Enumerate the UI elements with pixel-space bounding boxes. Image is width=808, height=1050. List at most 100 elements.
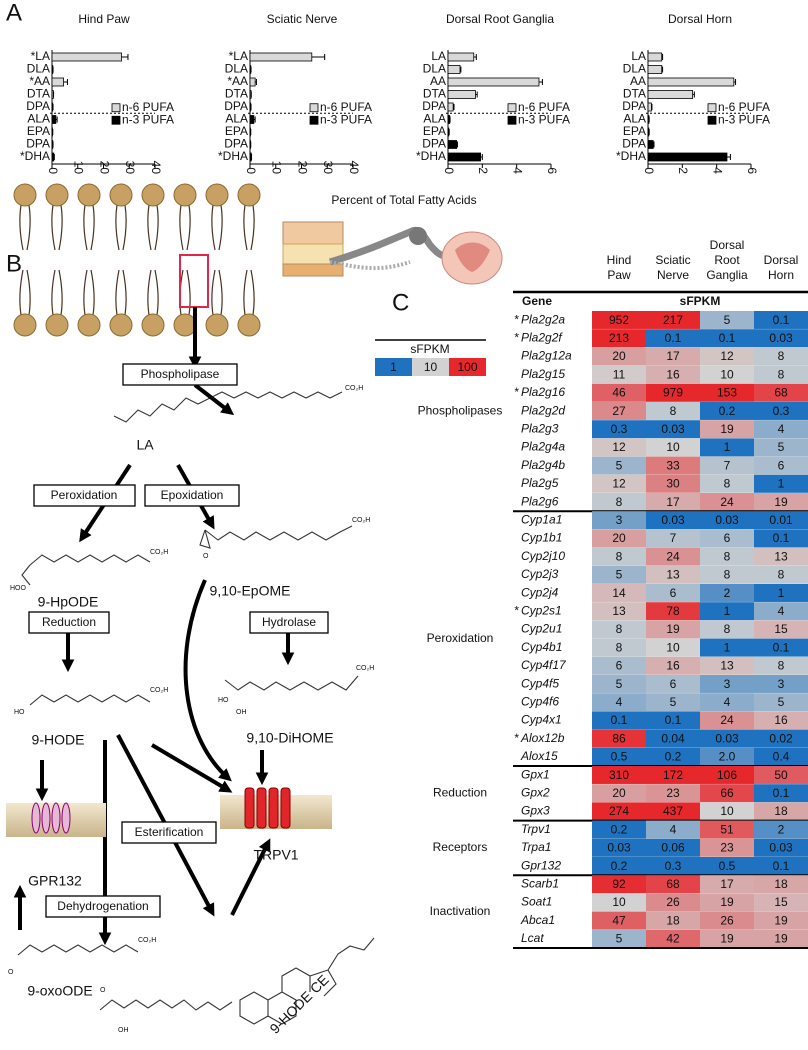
cell-value: 20 xyxy=(612,786,626,800)
cell-value: 4 xyxy=(778,604,785,618)
heat-cell xyxy=(700,584,754,603)
error-bar xyxy=(63,79,68,85)
cell-value: 5 xyxy=(778,695,785,709)
cell-value: 0.02 xyxy=(769,731,793,745)
cell-value: 30 xyxy=(666,477,680,491)
cell-value: 3 xyxy=(616,513,623,527)
cell-value: 19 xyxy=(666,622,680,636)
heat-cell xyxy=(754,547,808,566)
heat-cell xyxy=(754,766,808,785)
atom-label: O xyxy=(100,987,106,994)
cell-value: 46 xyxy=(612,386,626,400)
molecule-label: 9-oxoODE xyxy=(27,983,92,999)
cell-value: 8 xyxy=(724,549,731,563)
lipid-head xyxy=(173,183,197,207)
bar xyxy=(647,52,663,62)
gene-label: Cyp4x1 xyxy=(521,713,562,727)
cell-value: 10 xyxy=(720,804,734,818)
category-label: EPA xyxy=(423,124,446,138)
heat-cell xyxy=(700,766,754,785)
category-label: DLA xyxy=(27,62,50,76)
gene-label: Pla2g12a xyxy=(521,349,572,363)
gene-label: Pla2g6 xyxy=(521,494,559,508)
legend-title: sFPKM xyxy=(410,342,449,356)
bar xyxy=(447,140,457,149)
x-tick-label: 30 xyxy=(321,161,335,175)
cell-value: 5 xyxy=(616,568,623,582)
bar xyxy=(447,90,476,99)
atom-label: HOO xyxy=(10,585,27,592)
cell-value: 23 xyxy=(666,786,680,800)
bar xyxy=(249,52,313,62)
cell-value: 0.1 xyxy=(773,640,790,654)
cell-value: 4 xyxy=(724,695,731,709)
gene-label: Cyp2s1 xyxy=(521,603,562,617)
gene-label: Cyp4f5 xyxy=(521,676,559,690)
cell-value: 4 xyxy=(670,822,677,836)
heat-cell xyxy=(754,329,808,348)
gene-label: Pla2g2a xyxy=(521,312,565,326)
atom-label: HO xyxy=(218,697,229,704)
lipid-head xyxy=(45,183,69,207)
cell-value: 17 xyxy=(720,877,734,891)
bar xyxy=(647,152,728,162)
x-tick-label: 4 xyxy=(710,167,724,174)
cell-value: 4 xyxy=(616,695,623,709)
heat-cell xyxy=(700,602,754,621)
cell-value: 8 xyxy=(724,568,731,582)
heat-cell xyxy=(754,383,808,402)
error-bar xyxy=(692,91,695,98)
legend-swatch xyxy=(375,358,412,376)
heat-cell xyxy=(592,311,646,330)
x-tick-label: 40 xyxy=(347,161,361,175)
error-bar xyxy=(651,104,653,110)
gene-label: Pla2g16 xyxy=(521,385,565,399)
x-tick-label: 30 xyxy=(123,161,137,175)
cell-value: 8 xyxy=(616,549,623,563)
heat-cell xyxy=(592,474,646,493)
gene-label: Cyp1a1 xyxy=(521,512,562,526)
cell-value: 0.1 xyxy=(773,859,790,873)
heat-cell xyxy=(592,329,646,348)
x-tick-label: 10 xyxy=(270,161,284,175)
category-label: DPA xyxy=(422,99,446,113)
cell-value: 19 xyxy=(720,422,734,436)
category-label: DTA xyxy=(423,87,446,101)
value-header: sFPKM xyxy=(680,294,721,308)
step-label: Reduction xyxy=(42,615,96,629)
heat-cell xyxy=(700,311,754,330)
category-label: EPA xyxy=(623,124,646,138)
cell-value: 13 xyxy=(774,549,788,563)
heat-cell xyxy=(754,365,808,384)
cell-value: 8 xyxy=(724,622,731,636)
heat-cell xyxy=(754,911,808,930)
heat-cell xyxy=(646,893,700,912)
bar xyxy=(447,115,451,124)
bar xyxy=(51,52,122,62)
heat-cell xyxy=(646,838,700,857)
heat-cell xyxy=(700,456,754,475)
cell-value: 0.2 xyxy=(611,822,628,836)
cell-value: 10 xyxy=(666,640,680,654)
atom-label: O xyxy=(8,969,14,976)
column-header: Sciatic xyxy=(655,253,690,267)
heat-cell xyxy=(754,729,808,748)
legend-tick-label: 100 xyxy=(457,360,477,374)
heat-cell xyxy=(700,638,754,657)
gene-label: Pla2g4a xyxy=(521,440,565,454)
heat-cell xyxy=(592,675,646,694)
heat-cell xyxy=(754,493,808,512)
heat-cell xyxy=(592,820,646,839)
gene-label: Pla2g3 xyxy=(521,421,559,435)
heat-cell xyxy=(754,584,808,603)
receptor-label: GPR132 xyxy=(28,873,82,889)
cell-value: 0.1 xyxy=(611,713,628,727)
atom-label: OH xyxy=(118,1027,129,1034)
gene-header: Gene xyxy=(522,294,552,308)
error-bar xyxy=(661,66,664,73)
chart-title: Dorsal Root Ganglia xyxy=(446,12,554,26)
error-bar xyxy=(473,54,477,60)
molecule-label: 9,10-EpOME xyxy=(210,583,291,599)
column-header: Ganglia xyxy=(706,268,748,282)
